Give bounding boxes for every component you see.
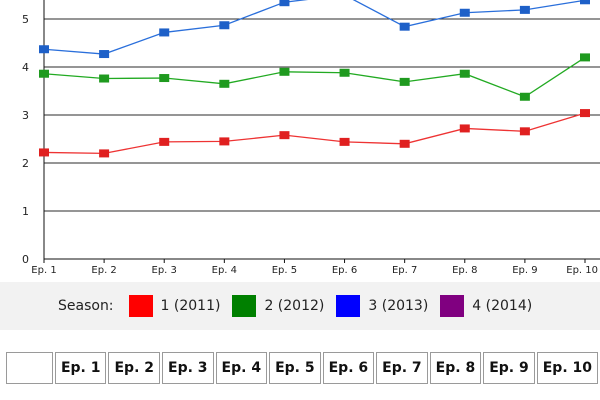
data-point [39,69,49,78]
series-line-season-2 [43,56,586,98]
data-point [99,149,110,158]
x-tick-label: Ep. 6 [332,265,357,276]
data-point [159,74,170,83]
column-header-ep-7: Ep. 7 [376,352,428,384]
data-point [279,67,290,76]
legend-swatch [128,295,153,317]
data-point [399,77,410,86]
table-corner-cell [6,352,53,384]
legend-label: 3 (2013) [368,298,429,314]
data-point [279,131,290,140]
data-point [39,45,49,54]
ratings-table: Ep. 1 Ep. 2 Ep. 3 Ep. 4 Ep. 5 Ep. 6 Ep. … [4,350,600,386]
series-line-season-1 [43,112,586,155]
x-tick-label: Ep. 8 [452,265,477,276]
legend-item-season-4[interactable]: 4 (2014) [440,295,538,317]
x-tick-label: Ep. 3 [152,265,177,276]
legend-item-season-2[interactable]: 2 (2012) [232,295,330,317]
data-point [159,137,170,146]
legend-label: 1 (2011) [160,298,221,314]
y-tick-label: 0 [22,253,29,266]
data-point [219,79,230,88]
column-header-ep-2: Ep. 2 [108,352,161,384]
data-point [279,0,290,7]
x-tick-label: Ep. 2 [91,265,116,276]
y-tick-label: 5 [22,13,29,26]
y-tick-label: 2 [22,157,29,170]
data-point [159,28,170,37]
column-header-ep-9: Ep. 9 [483,352,535,384]
data-point [519,127,530,136]
column-header-ep-1: Ep. 1 [54,352,107,384]
column-header-ep-4: Ep. 4 [215,352,268,384]
data-point [339,68,350,77]
legend-swatch [440,295,465,317]
data-point [580,0,590,5]
legend-item-season-3[interactable]: 3 (2013) [336,295,434,317]
legend-swatch [232,295,257,317]
data-point [459,69,470,78]
x-tick-label: Ep. 5 [272,265,297,276]
data-point [519,92,530,101]
y-tick-label: 4 [22,61,29,74]
legend-swatch [336,295,361,317]
data-point [399,139,410,148]
column-header-ep-3: Ep. 3 [162,352,214,384]
chart-svg: 0 1 2 3 4 5 Ep. 1 Ep. 2 Ep. 3 Ep. 4 Ep. 5 Ep. 6 Ep. … [22,0,600,276]
legend-title: Season: [58,298,114,314]
ratings-table-panel: Ep. 1 Ep. 2 Ep. 3 Ep. 4 Ep. 5 Ep. 6 Ep. … [0,330,600,400]
data-point [99,50,110,59]
column-header-ep-5: Ep. 5 [269,352,321,384]
x-tick-label: Ep. 9 [512,265,537,276]
legend-item-season-1[interactable]: 1 (2011) [128,295,227,317]
x-tick-label: Ep. 7 [392,265,417,276]
table-header-row: Ep. 1 Ep. 2 Ep. 3 Ep. 4 Ep. 5 Ep. 6 Ep. … [6,352,598,384]
data-point [399,22,410,31]
data-point [459,8,470,17]
legend-label: 2 (2012) [264,298,325,314]
x-tick-label: Ep. 4 [212,265,237,276]
data-point [339,137,350,146]
legend-label: 4 (2014) [472,298,533,314]
series-line-season-3 [43,0,586,55]
data-point [580,53,590,62]
data-point [99,74,110,83]
data-point [39,148,49,157]
data-point [219,137,230,146]
data-point [519,5,530,14]
y-tick-label: 1 [22,205,29,218]
column-header-ep-8: Ep. 8 [429,352,482,384]
x-tick-label: Ep. 1 [31,265,56,276]
data-point [459,124,470,133]
column-header-ep-10: Ep. 10 [536,352,598,384]
column-header-ep-6: Ep. 6 [322,352,375,384]
y-tick-label: 3 [22,109,29,122]
x-tick-label: Ep. 10 [566,265,598,276]
legend-row: Season: 1 (2011) 2 (2012) 3 (2013) 4 (20… [58,294,538,318]
legend: Season: 1 (2011) 2 (2012) 3 (2013) 4 (20… [0,282,600,330]
data-point [219,21,230,30]
ratings-line-chart: 0 1 2 3 4 5 Ep. 1 Ep. 2 Ep. 3 Ep. 4 Ep. 5 Ep. 6 Ep. … [22,0,600,276]
data-point [580,109,590,118]
